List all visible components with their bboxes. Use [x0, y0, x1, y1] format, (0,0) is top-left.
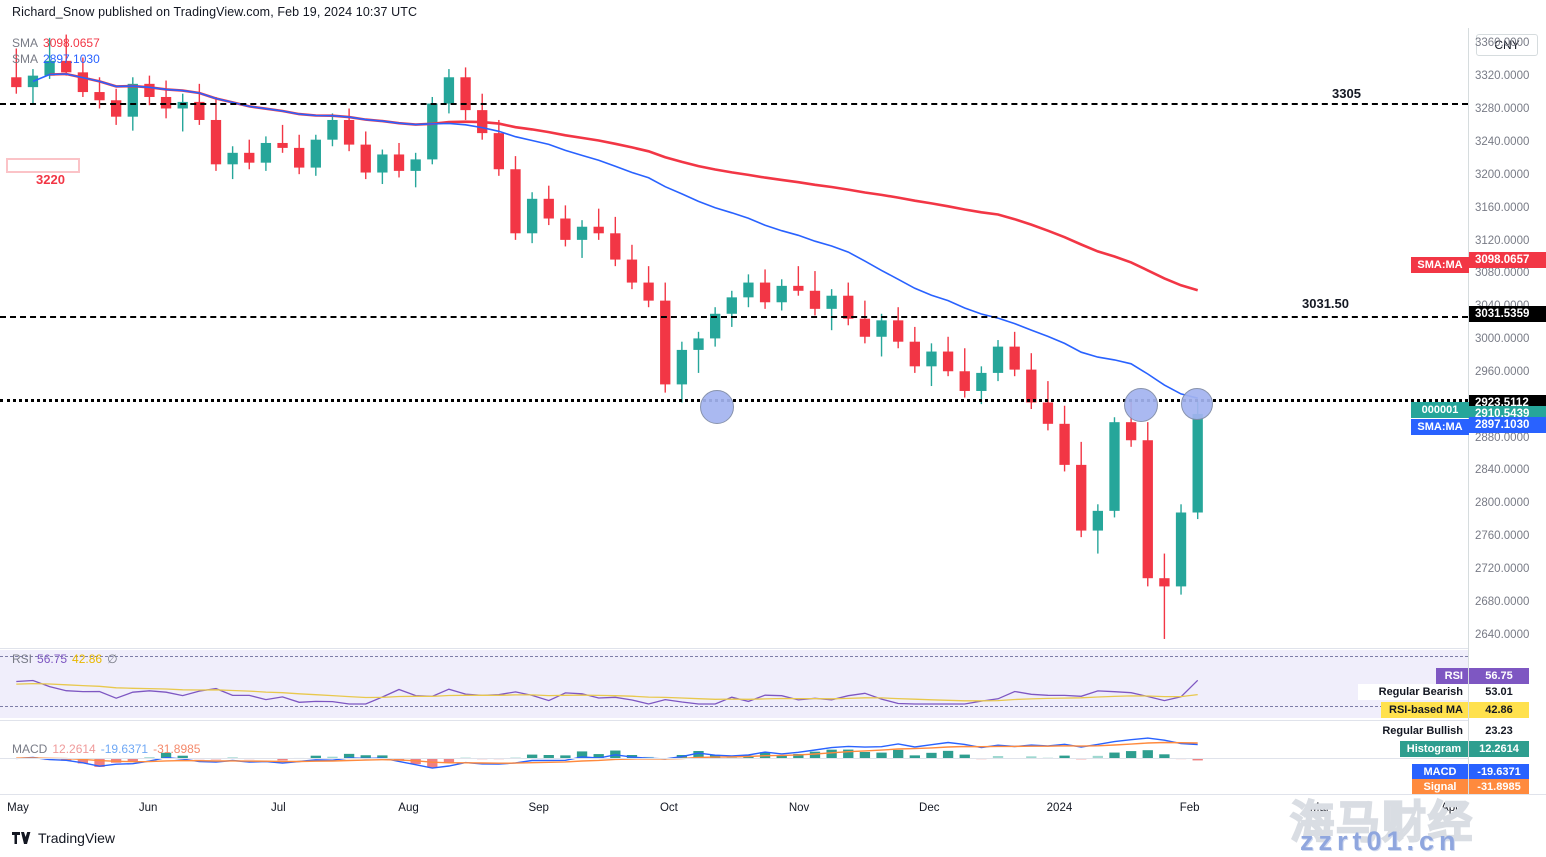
support-3031-label: 3031.5359 — [1469, 306, 1546, 323]
level-line-3031-50 — [0, 316, 1468, 318]
tradingview-mark-icon — [12, 831, 32, 845]
rsi-legend-icons[interactable]: ∅ — [107, 652, 124, 666]
rsi-ma-legend-value: 42.86 — [72, 652, 103, 666]
price-tick: 2800.0000 — [1475, 497, 1530, 510]
macd-legend[interactable]: MACD 12.2614 -19.6371 -31.8985 — [12, 742, 200, 756]
time-axis-label: Mar — [1309, 802, 1330, 814]
macd-zero-line — [0, 758, 1468, 759]
signal-value: -31.8985 — [1469, 779, 1529, 795]
macd-signal-legend-value: -31.8985 — [153, 742, 201, 756]
time-axis-label: Nov — [788, 802, 810, 814]
price-tick: 2960.0000 — [1475, 365, 1530, 378]
price-legend-sma-fast[interactable]: SMA 3098.0657 — [12, 36, 100, 50]
rsi-oversold-line — [0, 706, 1468, 707]
time-axis[interactable]: May Jun Jul Aug Sep Oct Nov Dec 2024 Feb Mar Apr — [0, 794, 1546, 822]
currency-badge[interactable]: CNY — [1476, 34, 1538, 56]
rsi-overbought-line — [0, 656, 1468, 657]
time-axis-label: May — [7, 802, 29, 814]
legend-label-sma-fast: SMA — [12, 36, 39, 50]
publish-line: Richard_Snow published on TradingView.co… — [12, 5, 418, 19]
time-axis-label: Sep — [528, 802, 549, 814]
histogram-tag: Histogram — [1400, 741, 1468, 757]
regular-bearish-tag: Regular Bearish — [1358, 684, 1468, 700]
price-candlestick-svg — [11, 34, 1203, 639]
rsi-based-ma-value: 42.86 — [1469, 702, 1529, 718]
price-tick: 2760.0000 — [1475, 530, 1530, 543]
rsi-legend-label: RSI — [12, 652, 33, 666]
rsi-based-ma-tag: RSI-based MA — [1381, 702, 1468, 718]
regular-bullish-tag: Regular Bullish — [1362, 723, 1468, 739]
rsi-line-svg — [16, 679, 1199, 705]
rsi-value: 56.75 — [1469, 668, 1529, 684]
price-tick: 2680.0000 — [1475, 595, 1530, 608]
time-axis-label: Dec — [919, 802, 940, 814]
legend-value-sma-slow: 2897.1030 — [43, 52, 100, 66]
rsi-pane[interactable]: RSI 56.75 42.86 ∅ — [0, 650, 1468, 718]
pane-divider-rsi-macd — [0, 720, 1468, 721]
histogram-value: 12.2614 — [1469, 741, 1529, 757]
time-axis-label: Jun — [138, 802, 158, 814]
signal-marker-2[interactable] — [1124, 388, 1158, 422]
tradingview-brand-name: TradingView — [38, 830, 116, 846]
price-tick: 2640.0000 — [1475, 628, 1530, 641]
sma-fast-price-label: 3098.0657 — [1469, 251, 1546, 268]
signal-marker-3[interactable] — [1181, 388, 1213, 420]
price-tick: 3160.0000 — [1475, 201, 1530, 214]
time-axis-label: Aug — [398, 802, 419, 814]
zone-rect-3220 — [6, 158, 80, 173]
zone-label-3220: 3220 — [36, 172, 65, 187]
price-scale[interactable]: CNY 3360.0000 3320.0000 3280.0000 3240.0000… — [1469, 28, 1546, 794]
macd-legend-label: MACD — [12, 742, 48, 756]
signal-marker-1[interactable] — [700, 390, 734, 424]
rsi-tag: RSI — [1436, 668, 1468, 684]
price-tick: 3120.0000 — [1475, 234, 1530, 247]
price-pane[interactable]: SMA 3098.0657 SMA 2897.1030 3305 3031.50 3… — [0, 28, 1468, 648]
price-legend-sma-slow[interactable]: SMA 2897.1030 — [12, 52, 100, 66]
rsi-legend-value: 56.75 — [37, 652, 68, 666]
price-tick: 3360.0000 — [1475, 37, 1530, 50]
sma-fast-tag: SMA:MA — [1411, 257, 1469, 273]
regular-bearish-value: 53.01 — [1469, 684, 1529, 700]
legend-value-sma-fast: 3098.0657 — [43, 36, 100, 50]
time-axis-label: 2024 — [1046, 802, 1073, 814]
macd-tag: MACD — [1412, 764, 1468, 780]
price-tick: 3280.0000 — [1475, 103, 1530, 116]
macd-value: -19.6371 — [1469, 764, 1529, 780]
rsi-legend[interactable]: RSI 56.75 42.86 ∅ — [12, 652, 124, 666]
time-axis-label: Feb — [1179, 802, 1200, 814]
price-tick: 3080.0000 — [1475, 267, 1530, 280]
price-tick: 3240.0000 — [1475, 135, 1530, 148]
price-tick: 2880.0000 — [1475, 431, 1530, 444]
macd-pane[interactable]: MACD 12.2614 -19.6371 -31.8985 — [0, 722, 1468, 794]
level-line-2923 — [0, 399, 1468, 402]
level-label-3031-50: 3031.50 — [1302, 296, 1349, 311]
macd-hist-legend-value: 12.2614 — [52, 742, 96, 756]
level-label-3305: 3305 — [1332, 86, 1361, 101]
sma-slow-tag: SMA:MA — [1411, 419, 1469, 435]
time-axis-label: Jul — [271, 802, 286, 814]
last-price-tag: 000001 — [1411, 402, 1469, 418]
price-tick: 3000.0000 — [1475, 333, 1530, 346]
time-axis-label: Apr — [1441, 802, 1459, 814]
signal-tag: Signal — [1412, 779, 1468, 795]
regular-bullish-value: 23.23 — [1469, 723, 1529, 739]
price-tick: 2840.0000 — [1475, 464, 1530, 477]
price-tick: 3320.0000 — [1475, 70, 1530, 83]
price-tick: 3200.0000 — [1475, 168, 1530, 181]
tv-glyph-icon — [12, 831, 31, 844]
legend-label-sma-slow: SMA — [12, 52, 39, 66]
footer: TradingView — [0, 822, 1546, 857]
tradingview-logo[interactable]: TradingView — [12, 830, 115, 846]
price-tick: 2720.0000 — [1475, 562, 1530, 575]
macd-line-legend-value: -19.6371 — [100, 742, 149, 756]
time-axis-label: Oct — [659, 802, 678, 814]
sma-slow-price-label: 2897.1030 — [1469, 416, 1546, 433]
level-line-3305 — [0, 103, 1468, 105]
pane-divider-price-rsi — [0, 648, 1468, 649]
